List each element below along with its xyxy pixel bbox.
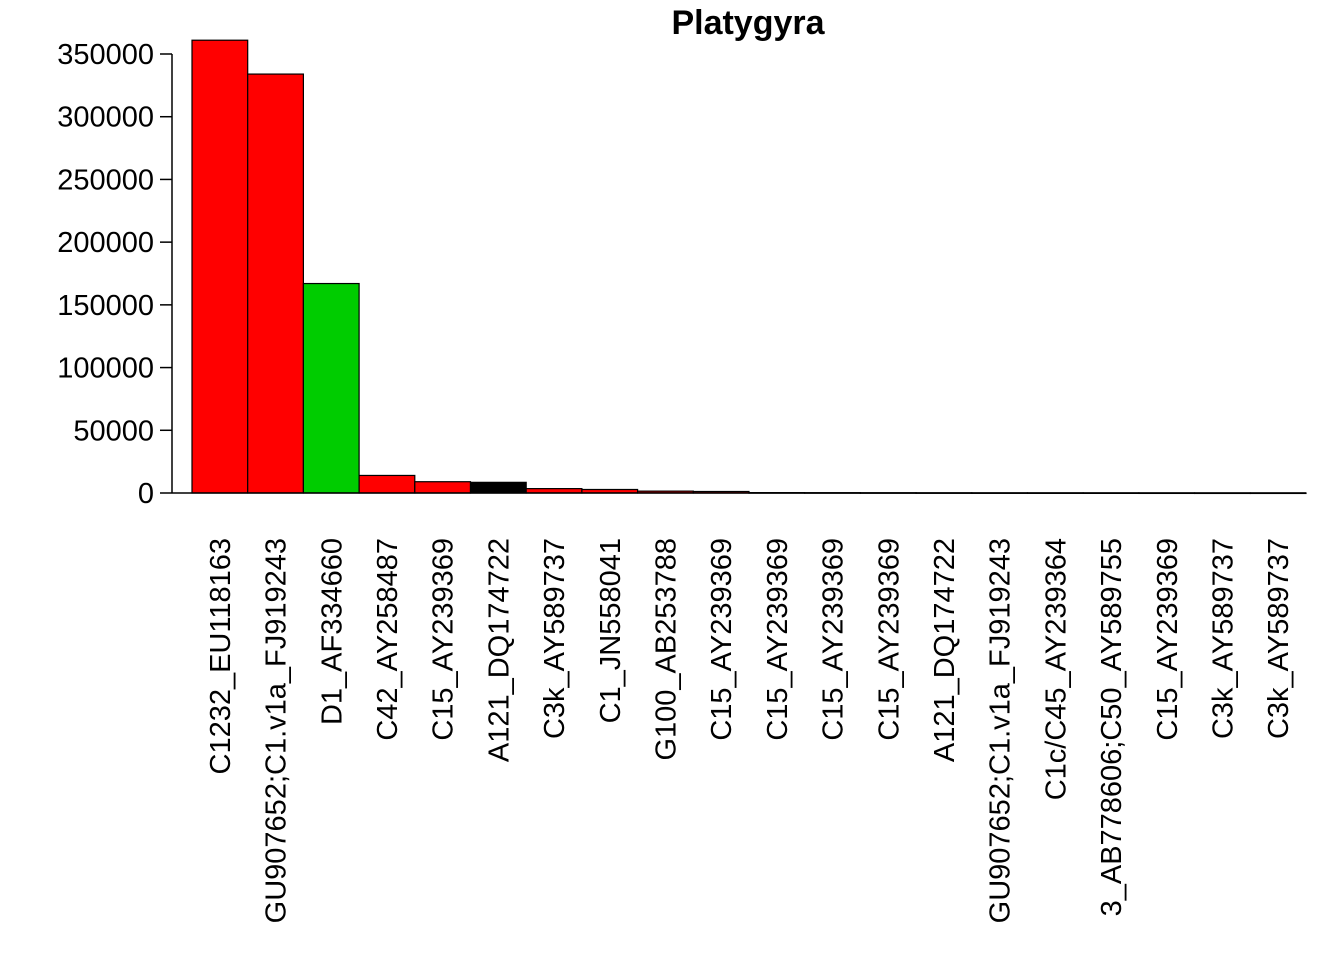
y-tick-label: 300000 [57, 102, 154, 134]
x-tick-label: D1_AF334660 [316, 538, 348, 725]
y-tick-label: 350000 [57, 39, 154, 71]
x-tick-label: A121_DQ174722 [929, 538, 961, 762]
x-tick-label: C3k_AY589737 [1263, 538, 1295, 739]
x-tick-label: C3k_AY589737 [1207, 538, 1239, 739]
x-tick-label: 3_AB778606;C50_AY589755 [1096, 538, 1128, 916]
y-tick-label: 50000 [73, 415, 154, 447]
bar [414, 481, 472, 494]
bars-group [191, 39, 1307, 495]
bar [302, 282, 360, 494]
x-tick-label: A121_DQ174722 [483, 538, 515, 762]
y-tick-label: 250000 [57, 164, 154, 196]
bar [358, 474, 416, 494]
x-tick-label: C15_AY239369 [706, 538, 738, 741]
x-tick-label: C3k_AY589737 [539, 538, 571, 739]
bar [191, 39, 249, 494]
x-tick-label: C1232_EU118163 [205, 538, 237, 775]
x-tick-label: C15_AY239369 [873, 538, 905, 741]
y-tick-label: 0 [138, 478, 154, 510]
x-tick-label: GU907652;C1.v1a_FJ919243 [985, 538, 1017, 923]
y-tick-label: 100000 [57, 353, 154, 385]
x-tick-label: C15_AY239369 [818, 538, 850, 741]
x-axis: C1232_EU118163 GU907652;C1.v1a_FJ919243 D1… [172, 492, 1306, 923]
y-axis: 0 50000 100000 150000 200000 250000 300000 3500… [57, 39, 173, 510]
x-tick-label: C15_AY239369 [428, 538, 460, 741]
y-tick-label: 200000 [57, 227, 154, 259]
x-tick-label: C42_AY258487 [372, 538, 404, 741]
y-tick-label: 150000 [57, 290, 154, 322]
x-tick-label: C15_AY239369 [762, 538, 794, 741]
bar [469, 481, 527, 494]
bar [247, 73, 304, 494]
x-tick-label: C1_JN558041 [595, 538, 627, 723]
x-tick-label: GU907652;C1.v1a_FJ919243 [261, 538, 293, 923]
chart-title: Platygyra [671, 4, 825, 42]
x-tick-label: C1c/C45_AY239364 [1040, 538, 1072, 800]
x-tick-label: G100_AB253788 [650, 538, 682, 761]
x-tick-label: C15_AY239369 [1152, 538, 1184, 741]
